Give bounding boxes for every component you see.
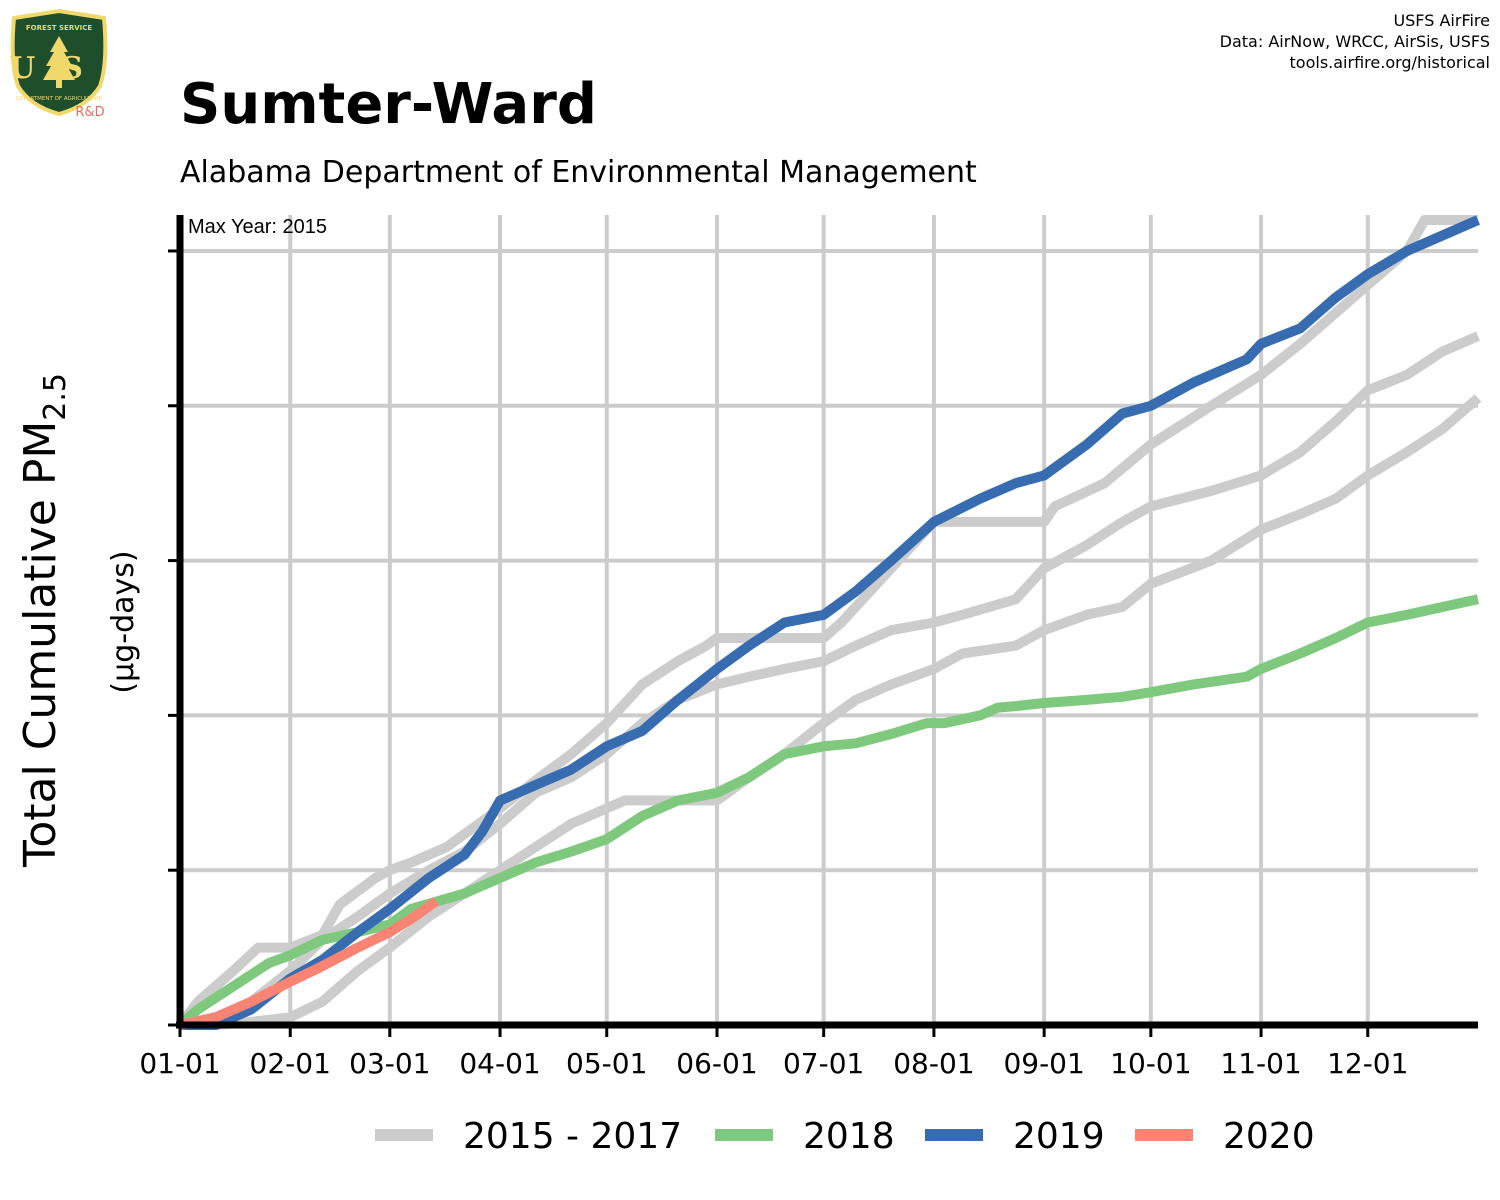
x-tick-label: 10-01 <box>1110 1047 1191 1080</box>
logo-top-text: FOREST SERVICE <box>26 24 93 32</box>
credits-block: USFS AirFire Data: AirNow, WRCC, AirSis,… <box>1220 10 1490 73</box>
x-tick-label: 01-01 <box>139 1047 220 1080</box>
y-axis-units: (µg-days) <box>106 550 141 693</box>
series-line-2019 <box>180 215 1480 1030</box>
x-tick-label: 06-01 <box>676 1047 757 1080</box>
axis-ticks <box>168 249 1370 1037</box>
credit-line-2: Data: AirNow, WRCC, AirSis, USFS <box>1219 32 1490 51</box>
x-tick-label: 04-01 <box>459 1047 540 1080</box>
x-tick-label: 08-01 <box>893 1047 974 1080</box>
logo-bottom-text: DEPARTMENT OF AGRICULTURE <box>16 96 103 102</box>
y-axis-title: Total Cumulative PM2.5 <box>15 373 73 868</box>
page-subtitle: Alabama Department of Environmental Mana… <box>180 155 977 190</box>
series-line-2020 <box>178 897 439 1030</box>
chart-legend: 2015 - 2017 2018 2019 2020 <box>375 1116 1315 1157</box>
series-line-2018 <box>176 594 1480 1029</box>
y-axis-title-subscript: 2.5 <box>38 373 73 421</box>
logo-rd-tag: R&D <box>75 105 104 118</box>
x-tick-label: 09-01 <box>1003 1047 1084 1080</box>
logo-letters: US <box>9 51 109 86</box>
page-title: Sumter-Ward <box>180 72 597 137</box>
svg-text:Total Cumulative PM2.5: Total Cumulative PM2.5 <box>15 373 73 868</box>
legend-label: 2018 <box>803 1116 895 1157</box>
legend-label: 2020 <box>1223 1116 1315 1157</box>
vertical-gridlines <box>288 215 1370 1025</box>
x-tick-label: 02-01 <box>250 1047 331 1080</box>
max-year-annotation: Max Year: 2015 <box>188 216 327 238</box>
credit-line-1: USFS AirFire <box>1393 11 1490 30</box>
y-axis-title-main: Total Cumulative PM <box>15 421 66 868</box>
x-tick-label: 03-01 <box>349 1047 430 1080</box>
tree-icon <box>43 36 75 80</box>
series-lines <box>176 215 1482 1030</box>
x-tick-label: 07-01 <box>783 1047 864 1080</box>
x-tick-label: 11-01 <box>1220 1047 1301 1080</box>
legend-label: 2019 <box>1013 1116 1105 1157</box>
tree-trunk-icon <box>56 80 62 88</box>
legend-label: 2015 - 2017 <box>463 1116 682 1157</box>
x-tick-label: 05-01 <box>566 1047 647 1080</box>
series-line-2015-2017 <box>178 331 1480 1030</box>
credit-line-3: tools.airfire.org/historical <box>1289 53 1490 72</box>
x-tick-label: 12-01 <box>1327 1047 1408 1080</box>
series-line-2015-2017 <box>176 215 1478 1029</box>
usfs-shield-logo: FOREST SERVICE US DEPARTMENT OF AGRICULT… <box>9 8 109 118</box>
horizontal-gridlines <box>180 248 1478 873</box>
x-tick-labels: 01-01 02-01 03-01 04-01 05-01 06-01 07-01 08-01… <box>139 1047 1408 1080</box>
